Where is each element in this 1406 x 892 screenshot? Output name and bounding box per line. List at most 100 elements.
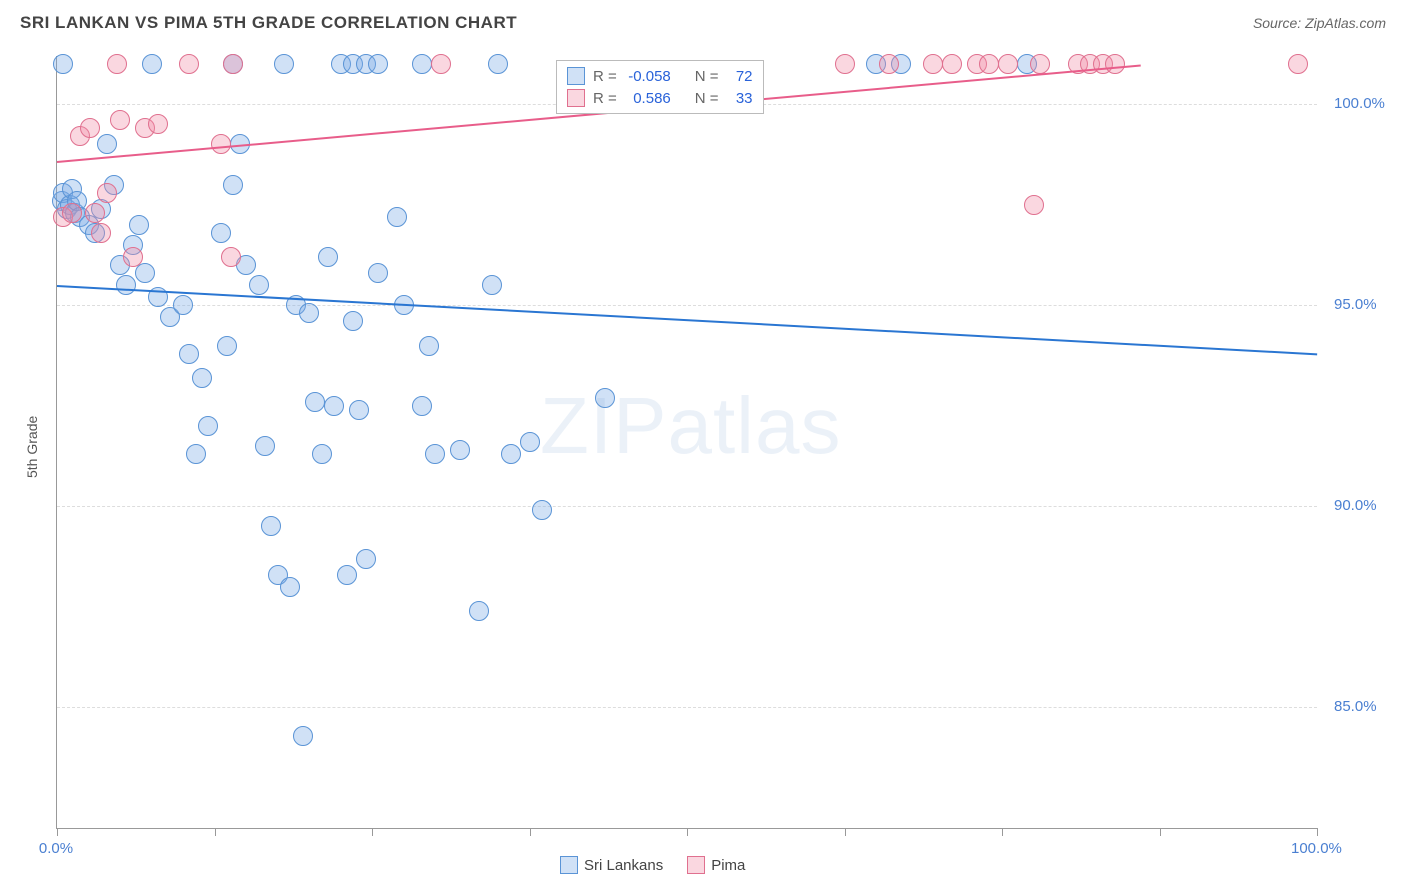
legend-swatch-icon: [567, 89, 585, 107]
data-point-sri_lankans: [186, 444, 206, 464]
data-point-pima: [979, 54, 999, 74]
data-point-pima: [998, 54, 1018, 74]
x-tick-label: 0.0%: [31, 840, 81, 857]
data-point-pima: [1105, 54, 1125, 74]
n-value: 33: [727, 90, 753, 107]
x-tick: [845, 828, 846, 836]
legend-item-pima: Pima: [687, 856, 745, 874]
y-tick-label: 100.0%: [1334, 95, 1385, 112]
data-point-sri_lankans: [305, 392, 325, 412]
data-point-sri_lankans: [53, 54, 73, 74]
data-point-sri_lankans: [280, 577, 300, 597]
r-value: -0.058: [625, 68, 671, 85]
legend-row-pima: R = 0.586 N = 33: [557, 87, 763, 109]
data-point-sri_lankans: [520, 432, 540, 452]
data-point-sri_lankans: [324, 396, 344, 416]
data-point-pima: [85, 203, 105, 223]
data-point-sri_lankans: [255, 436, 275, 456]
data-point-sri_lankans: [179, 344, 199, 364]
data-point-pima: [80, 118, 100, 138]
y-axis-label: 5th Grade: [24, 398, 40, 478]
x-tick: [687, 828, 688, 836]
data-point-sri_lankans: [595, 388, 615, 408]
plot-area: [56, 56, 1317, 829]
data-point-pima: [1024, 195, 1044, 215]
data-point-sri_lankans: [142, 54, 162, 74]
r-label: R =: [593, 90, 617, 107]
data-point-pima: [221, 247, 241, 267]
data-point-pima: [942, 54, 962, 74]
data-point-pima: [1030, 54, 1050, 74]
r-value: 0.586: [625, 90, 671, 107]
data-point-sri_lankans: [211, 223, 231, 243]
data-point-pima: [223, 54, 243, 74]
data-point-pima: [211, 134, 231, 154]
data-point-sri_lankans: [368, 54, 388, 74]
data-point-sri_lankans: [450, 440, 470, 460]
data-point-sri_lankans: [343, 311, 363, 331]
data-point-pima: [91, 223, 111, 243]
data-point-sri_lankans: [425, 444, 445, 464]
legend-swatch-icon: [687, 856, 705, 874]
chart-title: SRI LANKAN VS PIMA 5TH GRADE CORRELATION…: [20, 13, 517, 33]
data-point-sri_lankans: [116, 275, 136, 295]
data-point-sri_lankans: [97, 134, 117, 154]
y-tick-label: 85.0%: [1334, 698, 1377, 715]
r-label: R =: [593, 68, 617, 85]
data-point-sri_lankans: [412, 396, 432, 416]
legend-label: Pima: [711, 857, 745, 874]
legend-label: Sri Lankans: [584, 857, 663, 874]
data-point-sri_lankans: [261, 516, 281, 536]
data-point-pima: [835, 54, 855, 74]
data-point-pima: [107, 54, 127, 74]
data-point-sri_lankans: [337, 565, 357, 585]
data-point-sri_lankans: [349, 400, 369, 420]
x-tick: [215, 828, 216, 836]
data-point-pima: [110, 110, 130, 130]
data-point-sri_lankans: [274, 54, 294, 74]
data-point-sri_lankans: [293, 726, 313, 746]
data-point-sri_lankans: [368, 263, 388, 283]
n-value: 72: [727, 68, 753, 85]
legend-row-sri_lankans: R = -0.058 N = 72: [557, 65, 763, 87]
data-point-sri_lankans: [532, 500, 552, 520]
x-tick: [372, 828, 373, 836]
data-point-pima: [97, 183, 117, 203]
y-tick-label: 90.0%: [1334, 497, 1377, 514]
data-point-sri_lankans: [223, 175, 243, 195]
trendline-sri_lankans: [57, 285, 1317, 355]
x-tick: [57, 828, 58, 836]
data-point-sri_lankans: [419, 336, 439, 356]
data-point-sri_lankans: [318, 247, 338, 267]
data-point-pima: [148, 114, 168, 134]
data-point-pima: [62, 203, 82, 223]
data-point-sri_lankans: [192, 368, 212, 388]
data-point-pima: [123, 247, 143, 267]
data-point-sri_lankans: [469, 601, 489, 621]
data-point-sri_lankans: [488, 54, 508, 74]
data-point-pima: [1288, 54, 1308, 74]
x-tick: [1160, 828, 1161, 836]
series-legend: Sri Lankans Pima: [560, 856, 745, 874]
data-point-sri_lankans: [217, 336, 237, 356]
gridline: [57, 707, 1317, 708]
n-label: N =: [695, 90, 719, 107]
source-label: Source: ZipAtlas.com: [1253, 15, 1386, 31]
data-point-pima: [923, 54, 943, 74]
data-point-sri_lankans: [501, 444, 521, 464]
x-tick-label: 100.0%: [1291, 840, 1341, 857]
data-point-sri_lankans: [412, 54, 432, 74]
y-tick-label: 95.0%: [1334, 296, 1377, 313]
legend-item-sri_lankans: Sri Lankans: [560, 856, 663, 874]
legend-swatch-icon: [560, 856, 578, 874]
data-point-sri_lankans: [387, 207, 407, 227]
gridline: [57, 305, 1317, 306]
n-label: N =: [695, 68, 719, 85]
legend-swatch-icon: [567, 67, 585, 85]
data-point-sri_lankans: [129, 215, 149, 235]
data-point-pima: [879, 54, 899, 74]
x-tick: [1002, 828, 1003, 836]
data-point-sri_lankans: [249, 275, 269, 295]
data-point-pima: [431, 54, 451, 74]
x-tick: [530, 828, 531, 836]
